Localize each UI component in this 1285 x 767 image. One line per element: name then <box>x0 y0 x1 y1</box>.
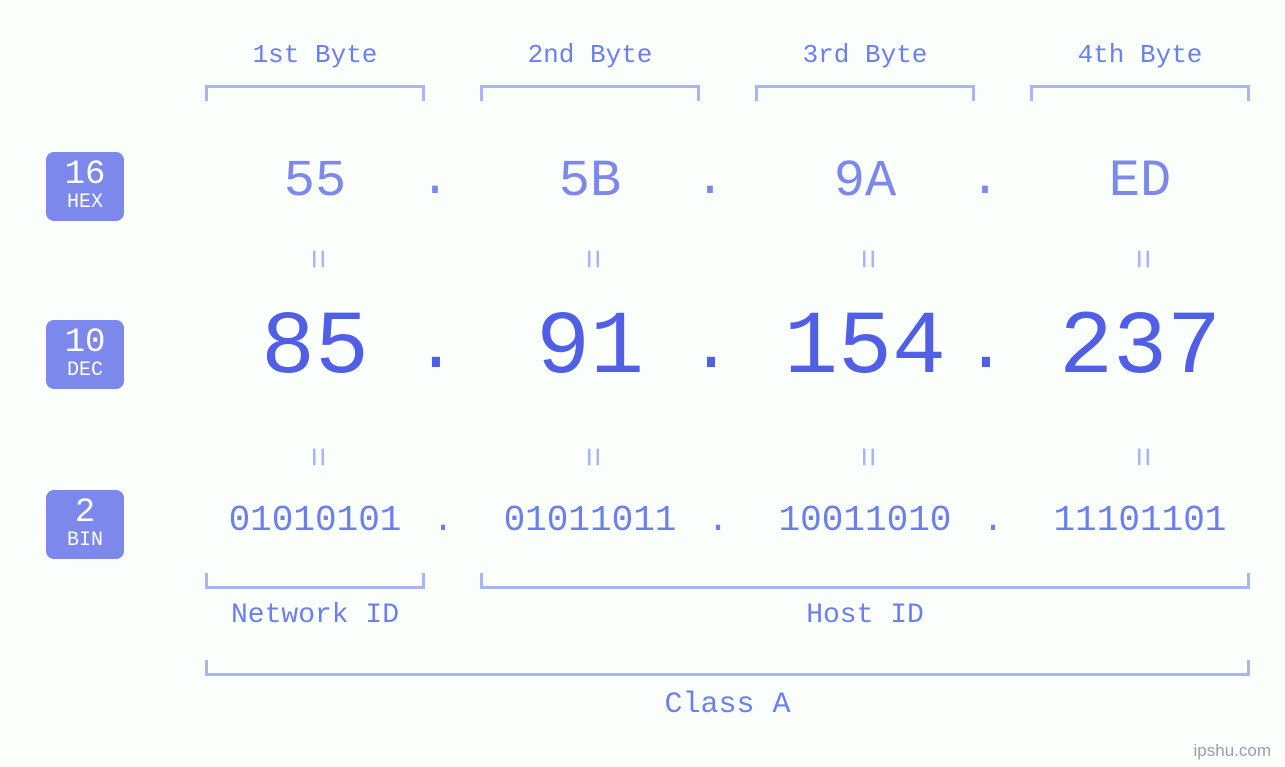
hex-dot-3: . <box>965 152 1005 209</box>
badge-dec: 10 DEC <box>46 320 124 389</box>
bin-dot-1: . <box>423 500 463 541</box>
bin-byte-4: 11101101 <box>1020 500 1260 541</box>
eq-hex-dec-2: = <box>571 239 609 279</box>
host-id-label: Host ID <box>480 600 1250 631</box>
col-label-1: 1st Byte <box>185 40 445 70</box>
eq-dec-bin-3: = <box>846 437 884 477</box>
eq-dec-bin-2: = <box>571 437 609 477</box>
eq-hex-dec-4: = <box>1121 239 1159 279</box>
badge-hex-num: 16 <box>46 158 124 194</box>
network-id-bracket <box>205 573 425 589</box>
eq-dec-bin-4: = <box>1121 437 1159 477</box>
hex-byte-1: 55 <box>205 152 425 211</box>
eq-hex-dec-1: = <box>296 239 334 279</box>
host-id-bracket <box>480 573 1250 589</box>
badge-dec-num: 10 <box>46 326 124 362</box>
bin-byte-3: 10011010 <box>745 500 985 541</box>
bin-dot-2: . <box>698 500 738 541</box>
bin-byte-1: 01010101 <box>195 500 435 541</box>
hex-dot-2: . <box>690 152 730 209</box>
dec-byte-4: 237 <box>1030 298 1250 400</box>
badge-dec-lbl: DEC <box>46 360 124 381</box>
dec-byte-1: 85 <box>205 298 425 400</box>
hex-byte-2: 5B <box>480 152 700 211</box>
hex-dot-1: . <box>415 152 455 209</box>
eq-dec-bin-1: = <box>296 437 334 477</box>
class-label: Class A <box>205 688 1250 722</box>
hex-byte-3: 9A <box>755 152 975 211</box>
bin-dot-3: . <box>973 500 1013 541</box>
dec-byte-2: 91 <box>480 298 700 400</box>
badge-bin: 2 BIN <box>46 490 124 559</box>
top-bracket-4 <box>1030 85 1250 101</box>
top-bracket-1 <box>205 85 425 101</box>
hex-byte-4: ED <box>1030 152 1250 211</box>
top-bracket-2 <box>480 85 700 101</box>
class-bracket <box>205 660 1250 676</box>
dec-dot-3: . <box>965 310 1005 389</box>
network-id-label: Network ID <box>205 600 425 631</box>
col-label-3: 3rd Byte <box>735 40 995 70</box>
ip-diagram: 1st Byte 2nd Byte 3rd Byte 4th Byte 16 H… <box>0 0 1285 767</box>
top-bracket-3 <box>755 85 975 101</box>
dec-dot-1: . <box>415 310 455 389</box>
watermark: ipshu.com <box>1194 741 1271 761</box>
badge-bin-num: 2 <box>46 496 124 532</box>
badge-hex-lbl: HEX <box>46 192 124 213</box>
badge-hex: 16 HEX <box>46 152 124 221</box>
eq-hex-dec-3: = <box>846 239 884 279</box>
col-label-4: 4th Byte <box>1010 40 1270 70</box>
col-label-2: 2nd Byte <box>460 40 720 70</box>
dec-byte-3: 154 <box>755 298 975 400</box>
dec-dot-2: . <box>690 310 730 389</box>
badge-bin-lbl: BIN <box>46 530 124 551</box>
bin-byte-2: 01011011 <box>470 500 710 541</box>
